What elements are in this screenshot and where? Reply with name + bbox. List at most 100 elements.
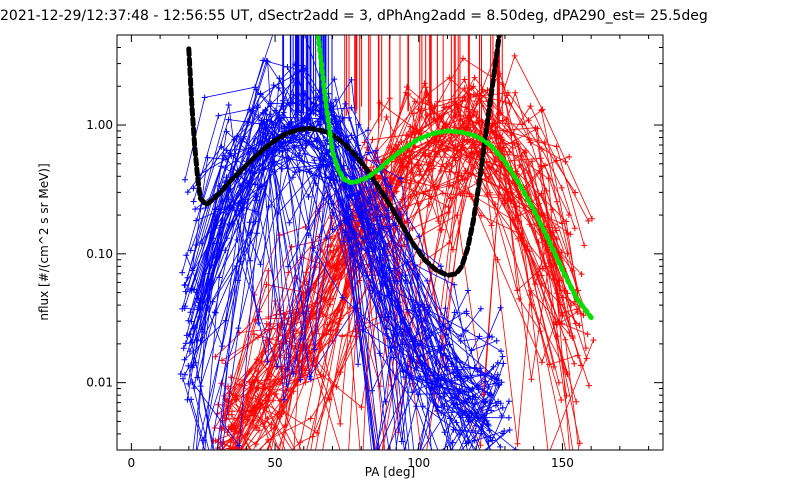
data-point	[568, 302, 575, 309]
data-point	[236, 442, 243, 449]
data-point	[222, 247, 229, 254]
data-point	[576, 440, 583, 447]
data-point	[423, 90, 430, 97]
data-point	[425, 304, 432, 311]
data-point	[486, 427, 493, 434]
data-point	[453, 470, 459, 476]
data-point	[274, 363, 281, 370]
data-point	[300, 463, 306, 469]
data-point	[555, 379, 562, 386]
data-point	[461, 76, 468, 83]
data-point	[469, 385, 476, 392]
data-point	[264, 358, 271, 365]
data-point	[349, 173, 356, 180]
data-point	[500, 81, 507, 88]
data-point	[518, 153, 525, 160]
data-point	[177, 371, 184, 377]
data-point	[200, 437, 207, 444]
data-point	[249, 451, 255, 457]
data-point	[536, 200, 542, 207]
data-point	[457, 116, 464, 122]
data-point	[497, 304, 504, 311]
data-point	[471, 437, 478, 444]
data-point	[213, 470, 219, 476]
data-point	[337, 272, 344, 278]
data-point	[527, 292, 533, 298]
data-point	[187, 247, 194, 254]
data-point	[379, 457, 385, 463]
data-point	[547, 229, 554, 236]
data-point	[405, 133, 412, 140]
series-trace	[185, 88, 510, 442]
data-point	[226, 204, 233, 211]
data-point	[285, 263, 292, 270]
data-point	[430, 116, 437, 123]
data-point	[188, 318, 195, 325]
data-point	[265, 267, 272, 274]
data-point	[509, 144, 516, 151]
data-point	[448, 163, 455, 169]
series-trace	[197, 108, 482, 362]
data-point	[225, 470, 231, 476]
data-point	[589, 215, 595, 222]
data-point	[385, 313, 392, 320]
data-point	[355, 121, 362, 128]
data-point	[499, 404, 506, 411]
data-point	[576, 322, 583, 329]
data-point	[402, 272, 409, 279]
data-point	[356, 190, 363, 197]
data-point	[344, 470, 350, 476]
data-point	[189, 470, 195, 476]
data-point	[219, 357, 225, 364]
data-point	[198, 326, 205, 333]
data-point	[406, 152, 413, 159]
data-point	[234, 236, 241, 243]
data-point	[225, 186, 232, 193]
data-point	[259, 183, 266, 190]
data-point	[441, 104, 448, 111]
data-point	[231, 470, 237, 476]
data-point	[554, 321, 561, 328]
data-point	[411, 335, 418, 342]
data-point	[295, 144, 302, 151]
data-point	[258, 117, 265, 124]
data-point	[455, 470, 461, 476]
data-point	[583, 355, 590, 362]
data-point	[365, 149, 372, 156]
data-point	[216, 470, 222, 476]
data-point	[188, 396, 195, 403]
data-point	[192, 206, 199, 213]
chart-title: 2021-12-29/12:37:48 - 12:56:55 UT, dSect…	[0, 8, 708, 24]
data-point	[468, 347, 475, 354]
data-point	[188, 286, 195, 293]
data-point	[229, 408, 235, 415]
data-point	[554, 333, 561, 340]
data-point	[451, 309, 458, 316]
data-point	[235, 453, 241, 459]
data-point	[501, 428, 508, 434]
data-point	[454, 374, 461, 381]
data-point	[446, 182, 453, 189]
data-point	[573, 470, 579, 476]
data-point	[361, 200, 368, 207]
data-point	[579, 470, 585, 476]
data-point	[527, 287, 534, 294]
data-point	[457, 191, 464, 198]
data-point	[573, 398, 580, 405]
data-point	[265, 470, 271, 476]
data-point	[456, 386, 463, 393]
data-point	[438, 410, 445, 416]
data-point	[216, 470, 222, 476]
data-point	[327, 301, 334, 308]
data-point	[231, 425, 238, 432]
data-point	[279, 165, 286, 172]
data-point	[226, 470, 232, 476]
data-point	[445, 204, 452, 210]
data-point	[236, 381, 243, 388]
series-trace	[258, 77, 576, 450]
data-point	[275, 470, 281, 476]
data-point	[285, 155, 292, 162]
data-point	[424, 139, 431, 146]
data-point	[183, 252, 190, 259]
data-point	[442, 305, 449, 312]
